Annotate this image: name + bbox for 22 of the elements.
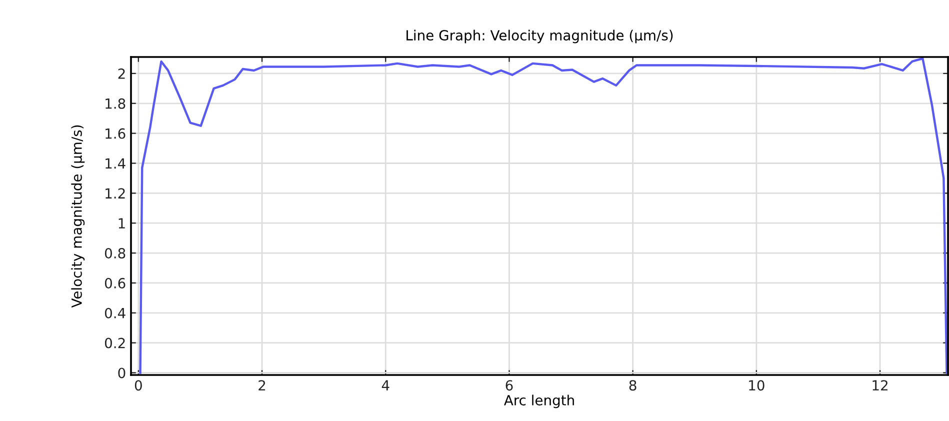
y-tick-label: 1: [118, 218, 125, 228]
x-tick-label: 0: [134, 380, 142, 391]
y-tick-label: 1.8: [106, 98, 126, 109]
y-tick-label: 0.8: [104, 248, 126, 259]
y-tick-label: 1.6: [106, 128, 126, 139]
x-tick-label: 2: [258, 380, 266, 390]
y-tick-label: 2: [118, 68, 125, 79]
x-axis-title: Arc length: [504, 394, 574, 408]
x-tick-label: 10: [749, 380, 764, 391]
y-axis-title: Velocity magnitude (µm/s): [71, 125, 85, 308]
chart-title: Line Graph: Velocity magnitude (µm/s): [406, 30, 673, 44]
y-tick-label: 0.6: [104, 278, 126, 288]
x-tick-label: 6: [506, 380, 513, 391]
x-tick-label: 12: [872, 380, 888, 390]
x-tick-label: 4: [382, 380, 390, 390]
y-tick-label: 0: [118, 368, 126, 378]
y-tick-label: 0.4: [104, 308, 126, 318]
y-tick-label: 1.4: [106, 158, 126, 169]
y-tick-label: 1.2: [106, 188, 125, 198]
x-tick-label: 8: [629, 380, 636, 391]
line-series: [139, 57, 948, 374]
y-tick-label: 0.2: [104, 338, 125, 348]
